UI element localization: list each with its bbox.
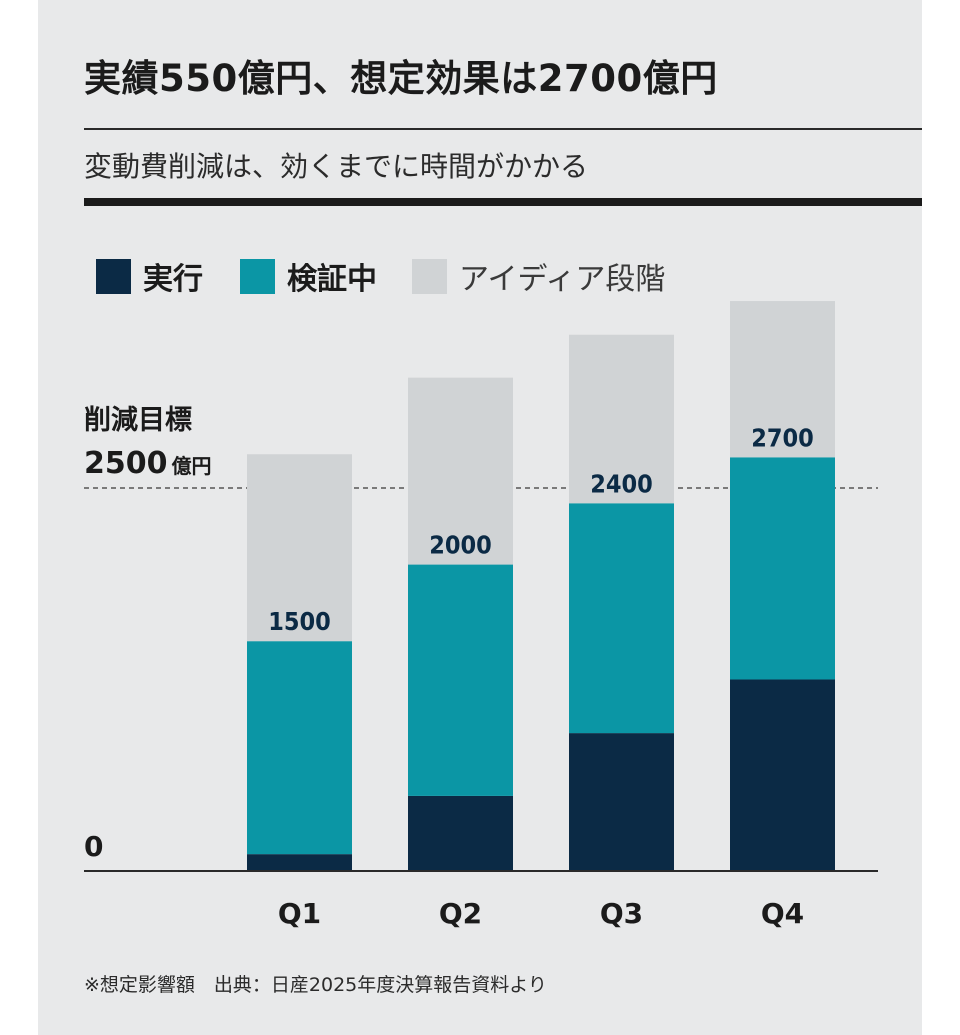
total-label-q1: 1500 — [268, 607, 331, 636]
x-tick-label-q3: Q3 — [600, 897, 643, 930]
bar-implemented-q3 — [569, 733, 674, 871]
y-axis-zero-label: 0 — [84, 830, 104, 863]
bar-implemented-q1 — [247, 854, 352, 871]
bar-idea-q2 — [408, 377, 513, 565]
total-label-q2: 2000 — [429, 531, 492, 560]
bar-idea-q4 — [730, 301, 835, 458]
target-unit: 億円 — [171, 454, 212, 478]
title-divider — [84, 128, 922, 130]
legend-swatch-verifying — [240, 258, 275, 294]
bar-verifying-q1 — [247, 641, 352, 855]
bar-implemented-q4 — [730, 679, 835, 871]
chart-subtitle: 変動費削減は、効くまでに時間がかかる — [84, 150, 589, 183]
bar-verifying-q4 — [730, 457, 835, 680]
bar-verifying-q2 — [408, 564, 513, 796]
target-value: 2500 — [84, 446, 168, 481]
legend-item-verifying: 検証中 — [240, 258, 377, 297]
legend-label-verifying: 検証中 — [287, 262, 377, 297]
header-divider — [84, 198, 922, 206]
total-label-q4: 2700 — [751, 423, 814, 452]
x-tick-label-q2: Q2 — [439, 897, 482, 930]
legend-label-implemented: 実行 — [143, 262, 203, 297]
bar-implemented-q2 — [408, 795, 513, 871]
legend-label-idea: アイディア段階 — [459, 262, 666, 297]
total-label-q3: 2400 — [590, 469, 653, 498]
x-tick-label-q1: Q1 — [278, 897, 321, 930]
legend-swatch-idea — [412, 258, 447, 294]
target-label: 削減目標 — [84, 405, 192, 436]
legend-item-implemented: 実行 — [96, 258, 203, 297]
legend-swatch-implemented — [96, 258, 131, 294]
legend-item-idea: アイディア段階 — [412, 258, 665, 297]
target-value-group: 2500 億円 — [84, 446, 212, 481]
chart-title: 実績550億円、想定効果は2700億円 — [84, 57, 718, 100]
x-tick-label-q4: Q4 — [761, 897, 804, 930]
bar-idea-q3 — [569, 334, 674, 504]
bar-idea-q1 — [247, 454, 352, 642]
bar-verifying-q3 — [569, 503, 674, 734]
footnote: ※想定影響額 出典：日産2025年度決算報告資料より — [84, 974, 547, 996]
